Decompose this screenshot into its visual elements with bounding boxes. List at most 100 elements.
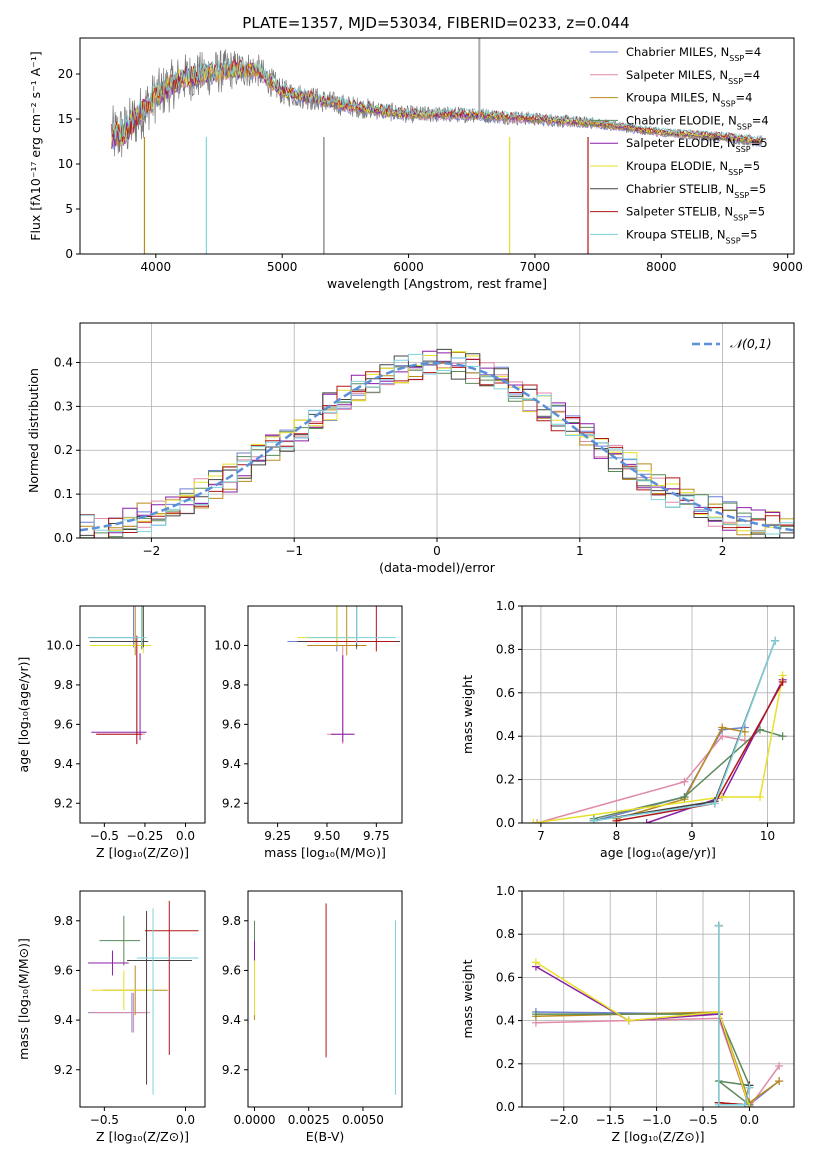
y-tick-label: 9.4 bbox=[54, 757, 73, 771]
plot-area bbox=[88, 900, 199, 1095]
errorbar-point bbox=[297, 606, 357, 646]
x-tick-label: 0.0 bbox=[176, 829, 195, 843]
weight-marker bbox=[624, 1016, 633, 1025]
y-tick-label: 9.6 bbox=[54, 717, 73, 731]
errorbar-point bbox=[326, 645, 353, 745]
weight-marker bbox=[778, 732, 787, 741]
y-tick-label: 0.8 bbox=[496, 642, 515, 656]
legend-n: =5 bbox=[751, 136, 768, 150]
panel-weight_vs_age: 7 8 9 10 0.0 0.2 0.4 0.6 0.8 1.0 age [log₁₀(age/yr… bbox=[460, 599, 795, 860]
x-tick-label: −0.25 bbox=[127, 829, 164, 843]
y-axis-label: age [log₁₀(age/yr)] bbox=[16, 657, 31, 773]
axes-frame bbox=[79, 37, 795, 255]
plot-area bbox=[287, 606, 401, 745]
y-tick-label: 0.6 bbox=[496, 970, 515, 984]
weight-series-line bbox=[718, 925, 751, 1106]
y-tick-label: 9.6 bbox=[222, 963, 241, 977]
y-tick-label: 20 bbox=[58, 67, 73, 81]
weight-marker bbox=[680, 792, 689, 801]
legend-entry: Kroupa MILES, NSSP=4 bbox=[626, 91, 752, 109]
y-tick-label: 1.0 bbox=[496, 884, 515, 898]
errorbar-point bbox=[91, 970, 154, 1011]
y-tick-label: 0.2 bbox=[496, 773, 515, 787]
weight-marker bbox=[756, 792, 764, 801]
x-tick-label: 0.0050 bbox=[342, 1113, 384, 1127]
errorbar-point bbox=[307, 606, 397, 652]
legend-entry: Salpeter ELODIE, NSSP=5 bbox=[626, 136, 768, 154]
axes-frame bbox=[521, 890, 795, 1108]
x-tick-label: 7000 bbox=[520, 260, 551, 274]
x-tick-label: −2.0 bbox=[549, 1113, 578, 1127]
errorbar-point bbox=[89, 992, 150, 1033]
legend-sub: SSP bbox=[734, 190, 749, 199]
y-tick-label: 0.4 bbox=[496, 1014, 515, 1028]
x-axis-label: (data-model)/error bbox=[379, 560, 496, 575]
x-tick-label: 10 bbox=[760, 829, 775, 843]
legend-sub: SSP bbox=[728, 168, 743, 177]
y-axis-label: mass [log₁₀(M/M⊙)] bbox=[16, 938, 31, 1060]
legend-sub: SSP bbox=[726, 236, 741, 245]
axes-frame bbox=[247, 890, 403, 1108]
y-tick-label: 0.4 bbox=[54, 355, 73, 369]
errorbar-point bbox=[88, 950, 129, 976]
weight-marker bbox=[718, 732, 727, 741]
plot-area bbox=[529, 636, 787, 823]
y-tick-label: 0.4 bbox=[496, 729, 515, 743]
legend-n: =5 bbox=[748, 205, 765, 219]
panel-age_vs_mass: 9.25 9.50 9.75 9.2 9.4 9.6 9.8 10.0 mass [log₁₀(… bbox=[214, 605, 403, 860]
weight-marker bbox=[714, 921, 723, 930]
x-axis-label: Z [log₁₀(Z/Z⊙)] bbox=[96, 1129, 189, 1144]
panel-mass_vs_Z: −0.5 0.0 9.2 9.4 9.6 9.8 Z [log₁₀(Z/Z⊙)] mass [… bbox=[16, 890, 206, 1144]
x-tick-label: −2 bbox=[143, 544, 161, 558]
weight-marker bbox=[745, 1083, 754, 1092]
errorbar-point bbox=[89, 606, 149, 648]
x-tick-label: 9.50 bbox=[314, 829, 341, 843]
y-tick-label: 1.0 bbox=[496, 599, 515, 613]
y-tick-label: 10 bbox=[58, 157, 73, 171]
y-tick-label: 10.0 bbox=[46, 638, 73, 652]
weight-series-line bbox=[535, 1017, 780, 1107]
y-tick-label: 0.2 bbox=[496, 1057, 515, 1071]
x-axis-label: age [log₁₀(age/yr)] bbox=[600, 845, 716, 860]
x-tick-label: 9.25 bbox=[264, 829, 291, 843]
weight-series-line bbox=[535, 961, 751, 1107]
model-spectrum-line bbox=[111, 61, 762, 149]
x-tick-label: −1.5 bbox=[596, 1113, 625, 1127]
axes-frame bbox=[521, 605, 795, 824]
errorbar-point bbox=[127, 910, 193, 1085]
y-tick-label: 0.6 bbox=[496, 686, 515, 700]
y-tick-label: 9.4 bbox=[222, 1013, 241, 1027]
weight-marker bbox=[740, 1100, 749, 1107]
legend-entry: Chabrier STELIB, NSSP=5 bbox=[626, 182, 766, 200]
weight-marker bbox=[771, 636, 780, 645]
weight-marker bbox=[778, 677, 787, 686]
weight-marker bbox=[642, 819, 651, 823]
x-tick-label: 4000 bbox=[141, 260, 172, 274]
axes: 7 8 9 10 0.0 0.2 0.4 0.6 0.8 1.0 age [log₁₀(age/yr… bbox=[460, 599, 795, 860]
errorbar-point bbox=[91, 653, 147, 741]
y-tick-label: 9.6 bbox=[222, 717, 241, 731]
x-tick-label: 5000 bbox=[267, 260, 298, 274]
weight-marker bbox=[718, 723, 727, 732]
y-tick-label: 0 bbox=[65, 247, 73, 261]
y-tick-label: 9.8 bbox=[54, 914, 73, 928]
panel-weight_vs_Z: −2.0 −1.5 −1.0 −0.5 0.0 0.0 0.2 0.4 0.6 0.8 1.0 Z [… bbox=[460, 884, 795, 1144]
x-axis-label: wavelength [Angstrom, rest frame] bbox=[327, 276, 547, 291]
x-tick-label: 0.0 bbox=[740, 1113, 759, 1127]
legend-entry: 𝒩(0,1) bbox=[730, 336, 772, 351]
weight-series-line bbox=[718, 925, 751, 1106]
x-tick-label: 9 bbox=[688, 829, 696, 843]
weight-marker bbox=[710, 799, 719, 808]
weight-marker bbox=[533, 819, 542, 823]
x-tick-label: 1 bbox=[576, 544, 584, 558]
y-tick-label: 9.2 bbox=[54, 796, 73, 810]
plot-area bbox=[80, 348, 794, 538]
y-tick-label: 0.2 bbox=[54, 443, 73, 457]
y-axis-label: Normed distribution bbox=[26, 368, 41, 493]
axes: −2.0 −1.5 −1.0 −0.5 0.0 0.0 0.2 0.4 0.6 0.8 1.0 Z [… bbox=[460, 884, 795, 1144]
y-tick-label: 15 bbox=[58, 112, 73, 126]
x-axis-label: Z [log₁₀(Z/Z⊙)] bbox=[612, 1129, 705, 1144]
weight-series-line bbox=[536, 735, 746, 823]
errorbar-point bbox=[307, 606, 397, 644]
